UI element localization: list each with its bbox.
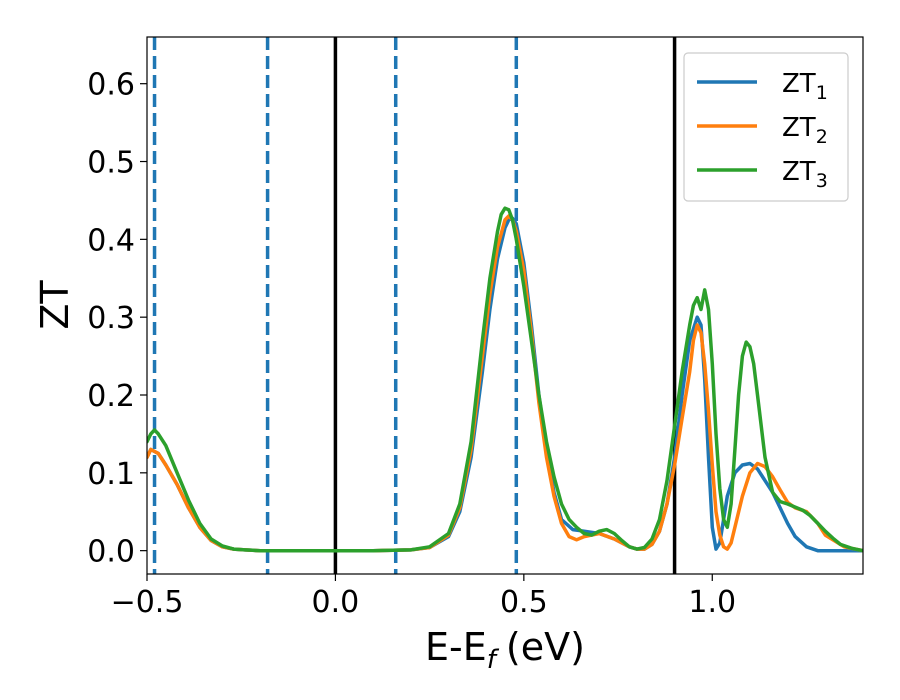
y-axis-ticks: 0.0 0.1 0.2 0.3 0.4 0.5 0.6 <box>87 68 147 570</box>
y-tick-label-4: 0.4 <box>87 223 135 258</box>
y-tick-label-0: 0.0 <box>87 535 135 570</box>
x-axis-label: E-E <box>425 625 487 669</box>
legend-label-zt2: ZT2 <box>782 113 828 148</box>
series-line-zt3 <box>147 206 863 553</box>
y-tick-label-1: 0.1 <box>87 457 135 492</box>
x-tick-label-1: 0.0 <box>312 585 360 620</box>
x-tick-label-2: 0.5 <box>500 585 548 620</box>
x-tick-label-3: 1.0 <box>688 585 736 620</box>
vertical-reference-lines <box>152 37 677 574</box>
x-axis-ticks: −0.5 0.0 0.5 1.0 <box>111 574 736 620</box>
y-tick-label-2: 0.2 <box>87 379 135 414</box>
x-axis-unit: (eV) <box>506 625 585 669</box>
legend-box <box>683 52 849 202</box>
series-lines <box>147 206 863 553</box>
plot-frame <box>146 36 864 575</box>
y-tick-label-3: 0.3 <box>87 301 135 336</box>
legend: ZT1 ZT2 ZT3 <box>683 52 849 202</box>
x-axis-title: E-Ef (eV) <box>425 625 585 675</box>
legend-label-zt1: ZT1 <box>782 69 828 104</box>
legend-label-zt3: ZT3 <box>782 157 828 192</box>
legend-items: ZT1 ZT2 ZT3 <box>697 69 828 192</box>
y-axis-title: ZT <box>33 280 77 330</box>
x-tick-label-0: −0.5 <box>111 585 184 620</box>
y-tick-label-6: 0.6 <box>87 68 135 103</box>
x-axis-label-subscript: f <box>487 645 500 675</box>
y-tick-label-5: 0.5 <box>87 146 135 181</box>
